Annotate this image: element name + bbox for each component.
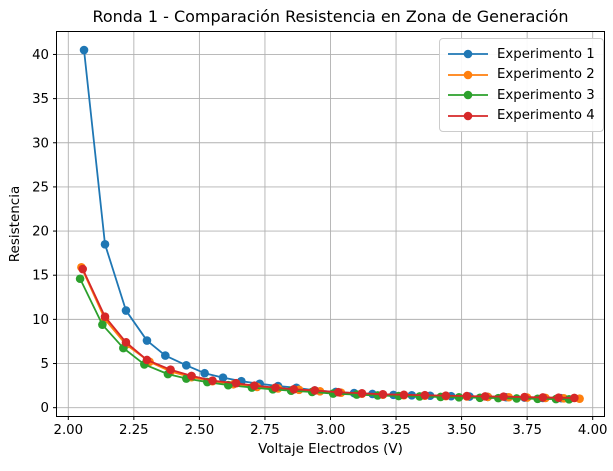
legend-label: Experimento 1 — [497, 46, 595, 62]
data-point-marker — [462, 391, 472, 401]
legend-label: Experimento 2 — [497, 67, 595, 83]
data-point-marker — [121, 306, 131, 315]
y-tick-label: 10 — [32, 313, 49, 328]
legend: Experimento 1 Experimento 2 Experimento 3 E… — [439, 38, 604, 132]
data-point-marker — [538, 393, 548, 402]
y-tick-label: 30 — [32, 136, 49, 151]
gridlines — [56, 31, 605, 417]
x-tick-label: 2.25 — [119, 423, 149, 438]
data-point-marker — [289, 385, 299, 394]
data-point-marker — [271, 383, 280, 392]
data-point-marker — [187, 371, 196, 381]
data-point-marker — [441, 391, 451, 400]
legend-label: Experimento 3 — [497, 87, 595, 103]
data-point-marker — [166, 365, 175, 374]
data-point-marker — [100, 240, 110, 249]
x-tick-label: 3.25 — [381, 423, 411, 438]
y-tick-label: 35 — [32, 92, 49, 107]
data-point-marker — [378, 390, 388, 399]
data-point-marker — [334, 387, 343, 397]
x-tick-label: 2.50 — [185, 423, 215, 438]
data-point-marker — [181, 360, 191, 370]
legend-line-marker-icon — [448, 90, 488, 100]
x-tick-label: 2.75 — [250, 423, 280, 438]
y-tick-label: 25 — [32, 180, 49, 195]
data-point-marker — [454, 393, 464, 402]
data-point-marker — [98, 320, 107, 329]
data-point-marker — [100, 312, 110, 322]
legend-line-marker-icon — [448, 49, 488, 59]
data-point-marker — [142, 336, 152, 345]
data-point-marker — [200, 368, 209, 378]
data-point-marker — [142, 355, 152, 365]
data-point-marker — [512, 394, 521, 403]
x-axis-label: Voltaje Electrodos (V) — [258, 441, 403, 457]
y-tick-label: 15 — [32, 269, 49, 284]
data-point-marker — [520, 392, 529, 402]
data-point-marker — [218, 373, 228, 382]
data-point-marker — [570, 393, 579, 403]
series-line — [79, 277, 571, 401]
data-point-marker — [357, 388, 367, 398]
data-point-marker — [79, 45, 89, 55]
data-point-marker — [250, 381, 259, 390]
x-tick-label: 3.75 — [512, 423, 542, 438]
y-tick-label: 20 — [32, 225, 49, 240]
data-point-marker — [121, 338, 131, 347]
chart-title: Ronda 1 - Comparación Resistencia en Zon… — [92, 7, 569, 26]
data-point-marker — [420, 390, 430, 400]
data-point-marker — [78, 264, 88, 274]
legend-line-marker-icon — [448, 111, 488, 121]
y-axis-label: Resistencia — [7, 185, 23, 263]
x-tick-label: 2.00 — [53, 423, 83, 438]
data-point-marker — [161, 351, 170, 360]
data-point-marker — [399, 390, 409, 400]
data-point-marker — [310, 386, 320, 395]
legend-label: Experimento 4 — [497, 108, 595, 124]
data-point-marker — [480, 392, 490, 401]
x-tick-label: 4.00 — [578, 423, 608, 438]
legend-item-experimento-2: Experimento 2 — [447, 65, 595, 86]
data-point-marker — [208, 376, 217, 385]
y-tick-label: 5 — [41, 357, 49, 372]
data-point-marker — [231, 378, 241, 388]
data-point-marker — [499, 392, 508, 401]
x-tick-label: 3.50 — [447, 423, 477, 438]
legend-item-experimento-4: Experimento 4 — [447, 106, 595, 127]
x-tick-label: 3.00 — [316, 423, 346, 438]
series-line — [81, 268, 576, 399]
legend-item-experimento-1: Experimento 1 — [447, 44, 595, 65]
legend-item-experimento-3: Experimento 3 — [447, 85, 595, 106]
y-tick-label: 40 — [32, 48, 49, 63]
data-point-marker — [554, 393, 563, 402]
legend-line-marker-icon — [448, 70, 488, 80]
y-tick-label: 0 — [41, 401, 49, 416]
series-experimento-4 — [78, 264, 579, 403]
ticks — [53, 53, 594, 420]
data-point-marker — [75, 274, 85, 284]
